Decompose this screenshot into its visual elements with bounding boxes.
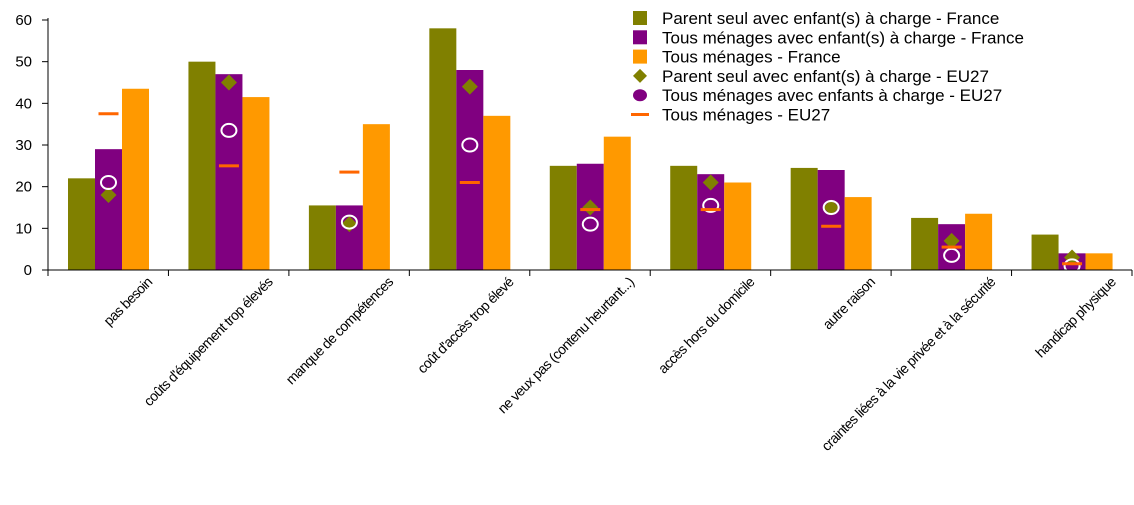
circle-marker-1 (100, 175, 117, 190)
bar-series1-2 (188, 61, 216, 270)
legend-swatch-5 (633, 89, 647, 102)
dash-marker-7 (821, 224, 842, 228)
category-label-4: coût d'accès trop élevé (414, 273, 517, 376)
circle-marker-8 (943, 247, 961, 263)
bar-series2-4 (456, 70, 484, 270)
bar-series2-1 (95, 149, 122, 270)
bar-series1-9 (1031, 234, 1059, 270)
category-label-9: handicap physique (1032, 273, 1119, 360)
bar-series2-7 (817, 170, 845, 270)
circle-marker-3 (340, 214, 358, 230)
bar-series3-8 (965, 213, 993, 270)
legend-swatch-2 (633, 30, 647, 45)
diamond-marker-6 (702, 174, 719, 191)
bar-series3-7 (844, 197, 872, 270)
dash-marker-6 (700, 208, 721, 212)
circle-marker-4 (461, 137, 479, 153)
y-tick-label-50: 50 (15, 54, 32, 71)
legend-label-1: Parent seul avec enfant(s) à charge - Fr… (662, 9, 999, 28)
legend-item-2: Tous ménages avec enfant(s) à charge - F… (633, 28, 1024, 47)
category-label-6: accès hors du domicile (655, 273, 758, 376)
legend-item-4: Parent seul avec enfant(s) à charge - EU… (633, 67, 989, 86)
category-label-7: autre raison (819, 274, 878, 333)
dash-marker-5 (580, 208, 601, 212)
diamond-marker-1 (100, 187, 117, 203)
bar-series3-1 (122, 88, 149, 270)
legend-swatch-6 (631, 113, 649, 116)
bar-series3-6 (724, 182, 752, 270)
legend-label-5: Tous ménages avec enfants à charge - EU2… (662, 86, 1002, 105)
chart-legend: Parent seul avec enfant(s) à charge - Fr… (631, 9, 1024, 125)
circle-marker-6 (702, 197, 720, 213)
legend-item-1: Parent seul avec enfant(s) à charge - Fr… (633, 9, 999, 28)
diamond-marker-9 (1064, 249, 1081, 266)
bar-series3-2 (242, 97, 270, 270)
bar-series3-3 (362, 124, 390, 271)
legend-item-6: Tous ménages - EU27 (631, 106, 830, 125)
legend-label-3: Tous ménages - France (662, 48, 841, 67)
dash-marker-3 (339, 170, 360, 174)
diamond-marker-5 (582, 199, 599, 216)
y-tick-label-0: 0 (24, 262, 32, 279)
legend-item-3: Tous ménages - France (633, 48, 841, 67)
category-label-3: manque de compétences (282, 273, 396, 387)
dash-marker-2 (218, 164, 239, 168)
legend-swatch-1 (633, 11, 647, 25)
legend-swatch-3 (633, 49, 647, 64)
category-label-5: ne veux pas (contenu heurtant...) (494, 274, 637, 417)
bar-series1-3 (308, 205, 336, 270)
legend-item-5: Tous ménages avec enfants à charge - EU2… (633, 86, 1002, 105)
y-tick-label-20: 20 (15, 179, 32, 196)
diamond-marker-4 (461, 78, 478, 95)
legend-label-6: Tous ménages - EU27 (662, 106, 830, 125)
bar-series3-9 (1085, 253, 1113, 270)
bar-series1-7 (790, 167, 818, 270)
bar-series1-4 (429, 28, 457, 271)
bar-series1-1 (68, 178, 95, 270)
dash-marker-8 (941, 245, 962, 249)
y-tick-label-40: 40 (15, 95, 32, 112)
bar-series1-6 (670, 165, 698, 270)
category-label-1: pas besoin (100, 274, 155, 329)
bar-series3-4 (483, 115, 511, 270)
y-tick-label-30: 30 (15, 137, 32, 154)
chart-marks (68, 28, 1113, 274)
legend-label-4: Parent seul avec enfant(s) à charge - EU… (662, 67, 989, 86)
diamond-marker-8 (943, 232, 960, 249)
y-tick-label-60: 60 (15, 12, 32, 29)
diamond-marker-7 (823, 199, 840, 216)
legend-swatch-4 (633, 68, 647, 83)
bar-series1-8 (911, 217, 939, 270)
circle-marker-2 (220, 122, 238, 138)
circle-marker-9 (1063, 258, 1081, 274)
category-label-2: coûts d'équipement trop élevés (140, 273, 276, 409)
bar-series1-5 (549, 165, 577, 270)
bar-series2-2 (215, 74, 243, 271)
legend-label-2: Tous ménages avec enfant(s) à charge - F… (662, 28, 1024, 47)
diamond-marker-2 (220, 74, 237, 91)
circle-marker-7 (822, 200, 840, 215)
y-tick-label-10: 10 (15, 220, 32, 237)
dash-marker-9 (1062, 262, 1083, 266)
bar-series3-5 (603, 136, 631, 270)
circle-marker-5 (581, 216, 599, 232)
dash-marker-4 (459, 181, 480, 184)
dash-marker-1 (98, 112, 119, 116)
